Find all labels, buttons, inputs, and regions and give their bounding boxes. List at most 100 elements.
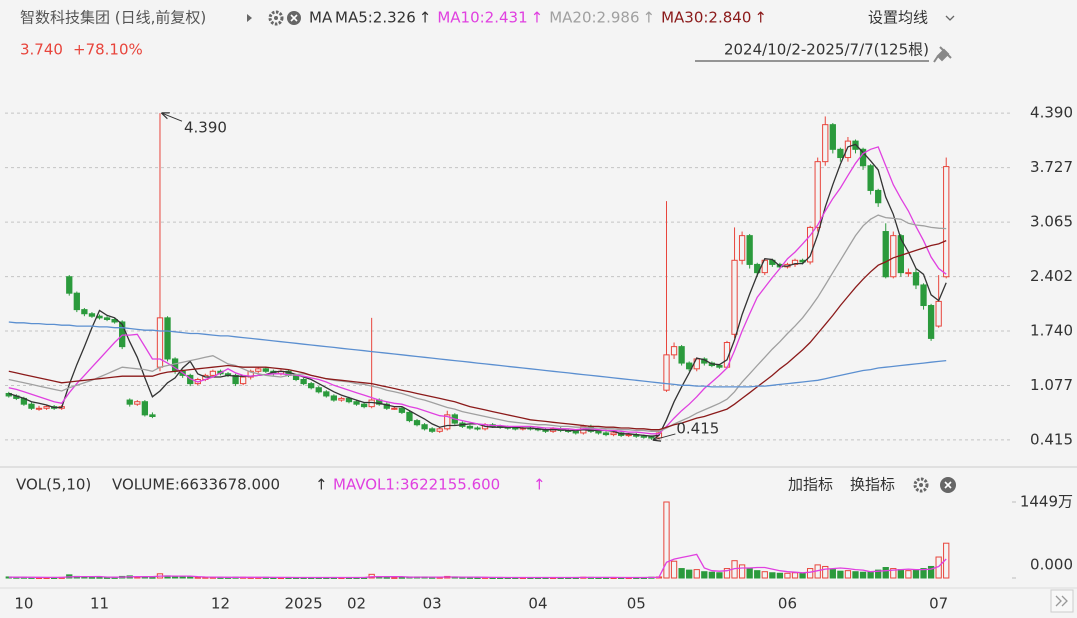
ma-line	[8, 146, 947, 435]
settings-icon[interactable]	[268, 10, 284, 26]
max-arrow	[162, 113, 183, 122]
candle-body	[882, 231, 889, 278]
candle-body	[935, 300, 942, 327]
candle-body	[572, 430, 579, 434]
x-tick-label: 11	[90, 595, 109, 613]
candle-body	[943, 166, 950, 278]
candle-body	[844, 140, 852, 159]
candle-body	[731, 259, 738, 335]
y-tick-label: 3.727	[1030, 158, 1073, 176]
candle-body	[436, 428, 443, 432]
candle-body	[134, 401, 141, 405]
volume-bar	[149, 576, 156, 579]
candle-body	[512, 427, 519, 430]
dropdown-icon	[945, 15, 955, 21]
price-change: +78.10%	[73, 41, 143, 59]
plot-area: 0.415 1.077 1.740 2.402 3.065 3.727 4.390 10 11 1…	[5, 104, 1073, 613]
x-tick-label: 07	[929, 595, 948, 613]
ma-line	[8, 214, 947, 432]
candle-body	[875, 189, 882, 204]
volume-bar	[791, 572, 799, 579]
candle-body	[905, 272, 912, 275]
y-tick-label: 1.740	[1030, 322, 1073, 340]
add-indicator-button[interactable]: 加指标	[788, 476, 833, 494]
volume-indicator: VOL(5,10)	[16, 476, 91, 494]
candle-body	[164, 317, 171, 360]
volume-bar	[88, 576, 96, 579]
min-label: 0.415	[676, 419, 719, 437]
volume-bar	[678, 568, 685, 579]
candle-body	[648, 436, 655, 439]
volume-bar	[663, 501, 670, 579]
max-label: 4.390	[184, 119, 227, 137]
candle-body	[81, 309, 88, 315]
candle-body	[791, 259, 799, 265]
candle-body	[738, 235, 746, 261]
indicator-close-icon[interactable]	[940, 477, 956, 493]
volume-bar	[716, 572, 723, 579]
candle-body	[262, 368, 269, 372]
volume-bar	[943, 542, 950, 579]
stock-title: 智数科技集团 (日线,前复权)	[20, 9, 206, 27]
scroll-right-button[interactable]	[1050, 589, 1074, 613]
volume-bar	[859, 571, 867, 579]
legend-arrow: ↑	[419, 9, 432, 27]
close-icon[interactable]	[287, 11, 301, 25]
legend-arrow: ↑	[531, 9, 544, 27]
expand-icon[interactable]	[247, 14, 252, 22]
candle-body	[126, 399, 133, 405]
min-arrow	[653, 433, 676, 440]
switch-indicator-button[interactable]: 换指标	[850, 476, 895, 494]
date-range[interactable]: 2024/10/2-2025/7/7(125根)	[724, 41, 929, 59]
candle-body	[837, 148, 844, 159]
candle-body	[474, 427, 481, 430]
candle-body	[308, 383, 315, 389]
legend-entry: MA30:2.840	[661, 9, 751, 27]
candle-body	[149, 414, 156, 417]
candle-body	[28, 403, 35, 409]
candle-body	[428, 428, 436, 432]
candle-body	[716, 365, 723, 368]
volume-bar	[171, 576, 179, 579]
y-tick-label: 2.402	[1030, 267, 1073, 285]
y-tick-label: 4.390	[1030, 104, 1073, 122]
volume-bar	[920, 568, 927, 579]
ma-settings-button[interactable]: 设置均线	[868, 9, 928, 27]
candle-body	[663, 354, 670, 391]
x-tick-label: 03	[423, 595, 442, 613]
candle-body	[119, 321, 126, 348]
candle-body	[602, 432, 610, 436]
candle-body	[315, 387, 322, 393]
candle-body	[300, 379, 307, 385]
candle-body	[912, 272, 920, 286]
volume-bar	[187, 576, 194, 579]
candle-body	[338, 397, 345, 401]
y-tick-label: 0.415	[1030, 430, 1073, 448]
last-price: 3.740	[20, 41, 63, 59]
candle-body	[345, 397, 353, 403]
volume-bar	[701, 571, 708, 579]
candle-body	[920, 284, 927, 307]
pin-icon[interactable]	[933, 46, 952, 63]
legend-arrow: ↑	[643, 9, 656, 27]
indicator-settings-icon[interactable]	[913, 477, 929, 493]
volume-bar	[693, 569, 700, 579]
candle-body	[255, 368, 262, 372]
volume-bar	[686, 569, 693, 579]
candle-body	[822, 124, 829, 163]
candle-body	[88, 313, 96, 317]
candle-body	[323, 391, 330, 397]
ma-line	[8, 240, 947, 431]
volume-bar	[837, 570, 844, 579]
volume-bar	[927, 565, 935, 579]
volume-bar	[852, 571, 859, 579]
volume-bar	[670, 560, 678, 579]
candle-body	[209, 370, 217, 376]
x-tick-label: 04	[528, 595, 547, 613]
candle-body	[232, 374, 239, 385]
x-tick-label: 10	[14, 595, 33, 613]
volume-arrow: ↑	[315, 476, 328, 494]
candle-body	[391, 407, 398, 410]
